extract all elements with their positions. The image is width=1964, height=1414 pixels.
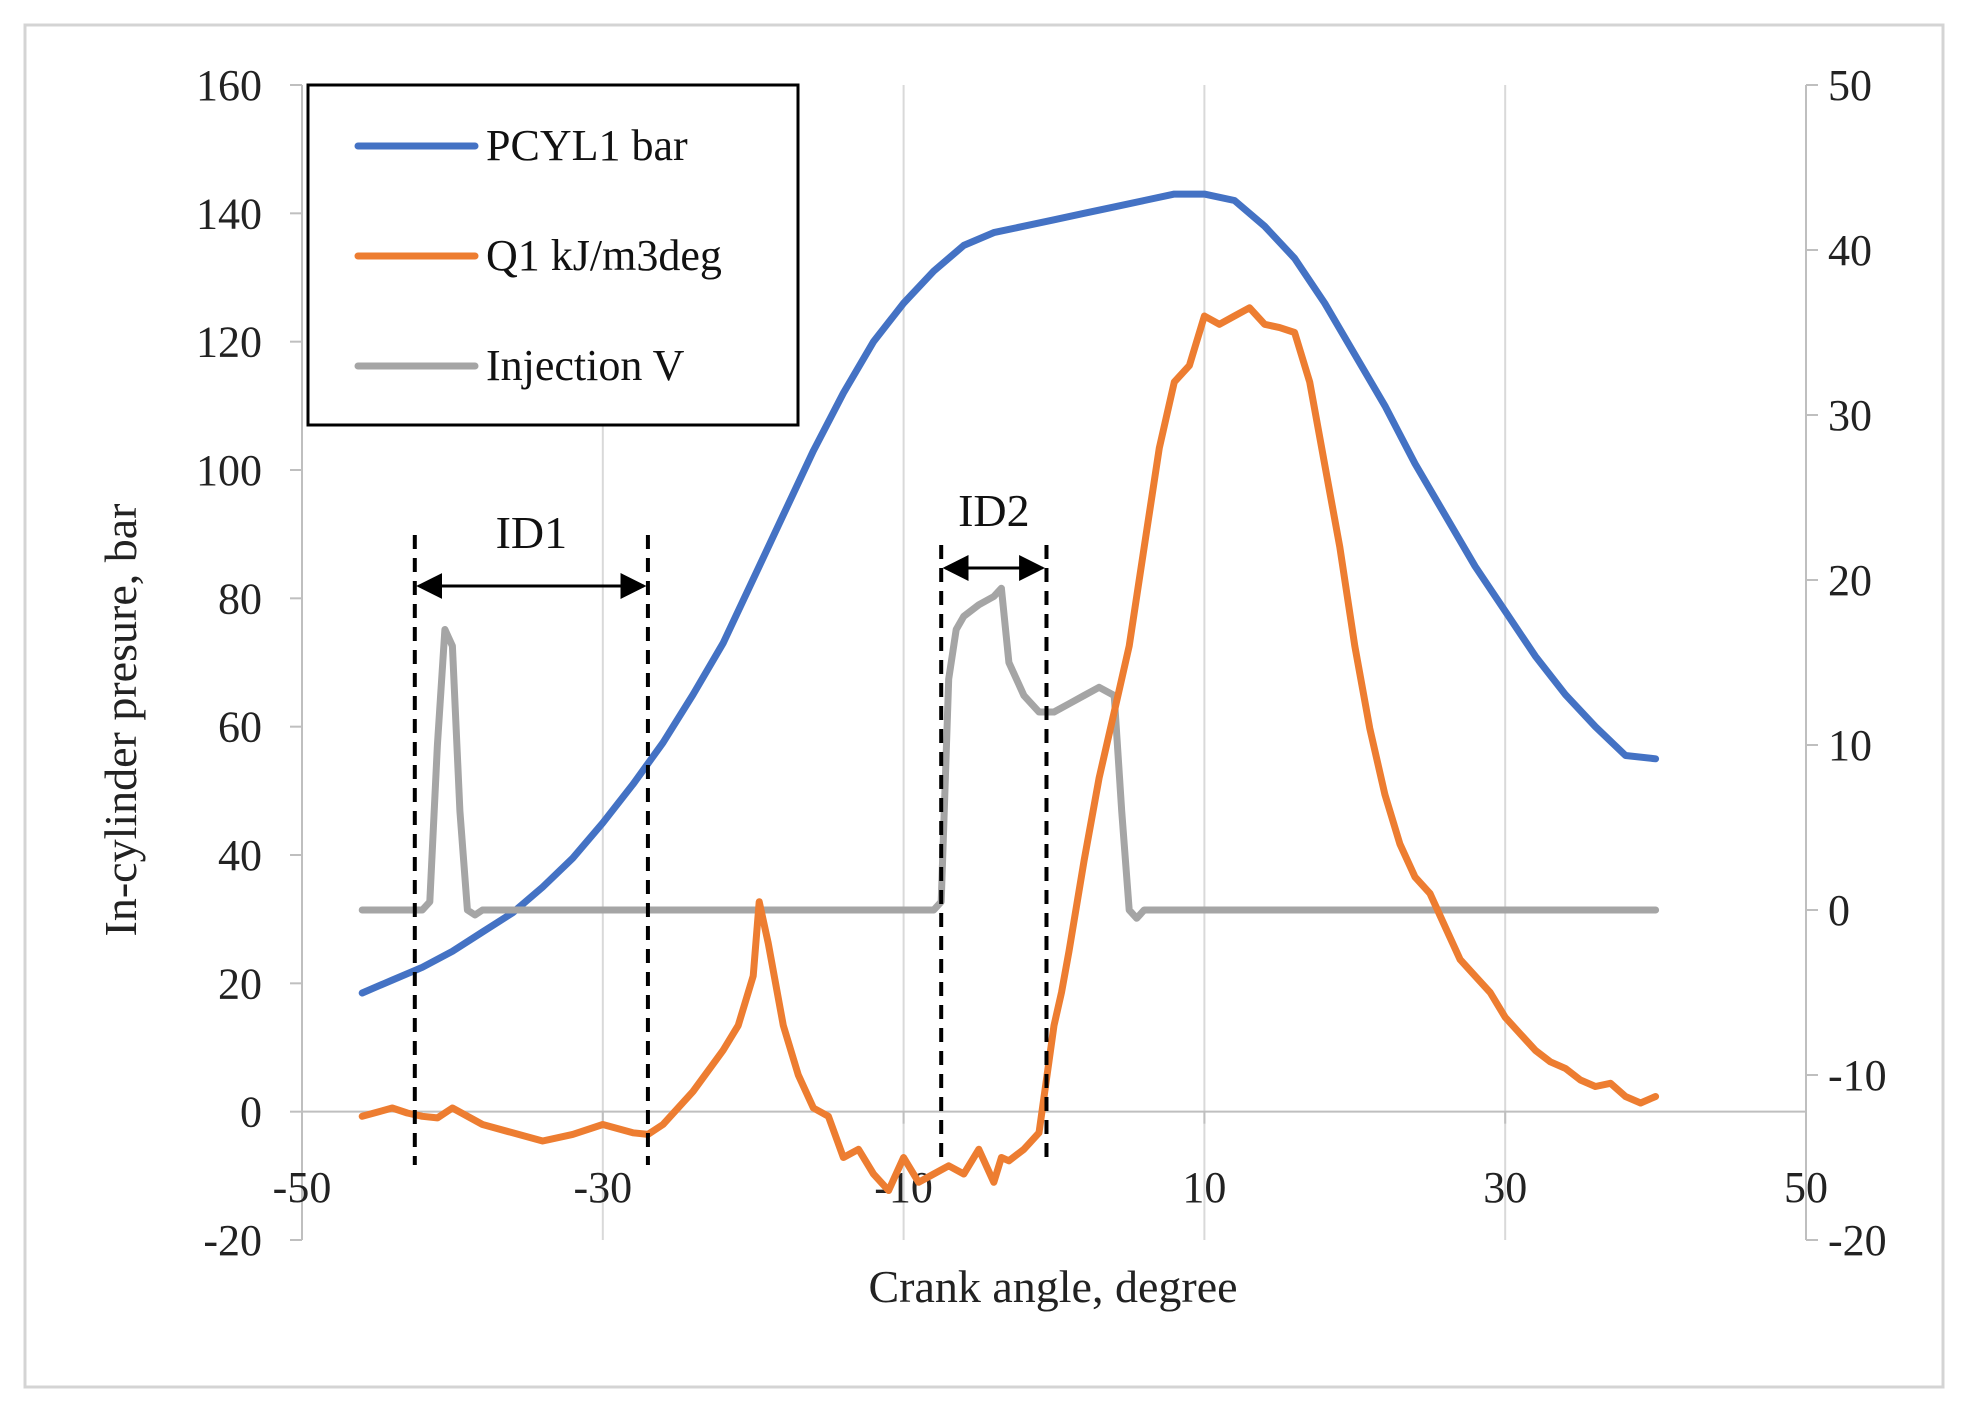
legend-label-pcyl1: PCYL1 bar — [486, 121, 688, 170]
legend: PCYL1 bar Q1 kJ/m3deg Injection V — [306, 83, 800, 427]
axis-layer: -20 0 20 40 60 80 100 120 140 160 -20 -10 0 10 20 30 40 5… — [196, 61, 1887, 1265]
x-tick-label: -30 — [573, 1163, 632, 1212]
y2-tick-label: -20 — [1828, 1216, 1887, 1265]
series-line-q1-kj-m3deg — [358, 304, 1660, 1194]
annotation-label: ID1 — [496, 507, 568, 558]
y-tick-label: 160 — [196, 61, 262, 110]
annotation-label: ID2 — [958, 485, 1030, 536]
y-tick-label: 100 — [196, 446, 262, 495]
y-tick-label: 80 — [218, 574, 262, 623]
x-tick-label: 10 — [1182, 1163, 1226, 1212]
y2-tick-label: 50 — [1828, 61, 1872, 110]
y-tick-label: 20 — [218, 959, 262, 1008]
y-axis-title: In-cylinder presure, bar — [95, 504, 146, 937]
y2-tick-label: 20 — [1828, 556, 1872, 605]
legend-label-injection: Injection V — [486, 341, 685, 390]
x-tick-label: -50 — [273, 1163, 332, 1212]
series-line-injection-v — [358, 584, 1660, 922]
y2-tick-label: 10 — [1828, 721, 1872, 770]
y-tick-label: 60 — [218, 703, 262, 752]
x-tick-label: 30 — [1483, 1163, 1527, 1212]
y2-tick-label: -10 — [1828, 1051, 1887, 1100]
series-layer — [358, 190, 1660, 1194]
annotation-layer: ID1 ID2 — [412, 485, 1049, 1165]
y2-tick-label: 0 — [1828, 886, 1850, 935]
y-tick-label: 0 — [240, 1088, 262, 1137]
series-line-pcyl1-bar — [358, 190, 1660, 997]
legend-label-q1: Q1 kJ/m3deg — [486, 231, 722, 280]
y-tick-label: 140 — [196, 189, 262, 238]
y-tick-label: -20 — [203, 1216, 262, 1265]
y2-tick-label: 30 — [1828, 391, 1872, 440]
x-tick-label: 50 — [1784, 1163, 1828, 1212]
y-tick-label: 40 — [218, 831, 262, 880]
y-tick-label: 120 — [196, 318, 262, 367]
y2-tick-label: 40 — [1828, 226, 1872, 275]
x-axis-title: Crank angle, degree — [868, 1261, 1237, 1312]
